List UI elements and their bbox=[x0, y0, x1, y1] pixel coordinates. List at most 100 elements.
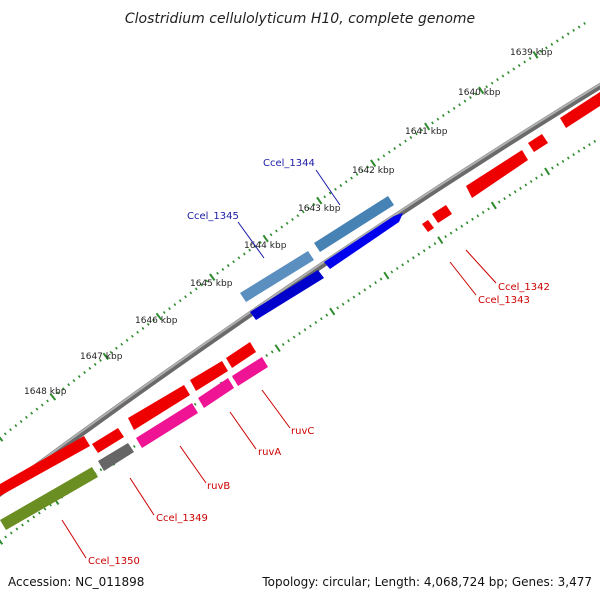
minor-tick bbox=[328, 191, 332, 195]
minor-tick bbox=[387, 150, 391, 154]
minor-tick bbox=[471, 217, 474, 221]
minor-tick bbox=[545, 46, 548, 50]
minor-tick bbox=[417, 252, 421, 256]
gene-label-ccel-1350[interactable]: Ccel_1350 bbox=[88, 556, 140, 567]
minor-tick bbox=[30, 411, 34, 415]
gene-label-ccel-1345[interactable]: Ccel_1345 bbox=[187, 211, 239, 222]
major-tick bbox=[478, 86, 485, 95]
major-tick bbox=[424, 122, 431, 131]
minor-tick bbox=[184, 295, 187, 299]
minor-tick bbox=[99, 468, 103, 472]
gene-arrow-ruvc[interactable] bbox=[232, 357, 268, 386]
gene-arrow-red-ruvc-upper[interactable] bbox=[226, 342, 256, 368]
gene-arrow-ccel-1342[interactable] bbox=[432, 205, 452, 223]
gene-arrow-blue-upper[interactable] bbox=[324, 213, 403, 269]
major-tick bbox=[490, 201, 497, 210]
tick-label-1645: 1645 kbp bbox=[190, 279, 233, 289]
minor-tick bbox=[43, 507, 47, 511]
gene-arrow-ccel-1343[interactable] bbox=[422, 220, 434, 232]
genome-backbone bbox=[0, 82, 600, 498]
gene-arrow-red-ruva-upper[interactable] bbox=[190, 361, 228, 391]
minor-tick bbox=[368, 284, 372, 288]
tick-label-1648: 1648 kbp bbox=[24, 387, 67, 397]
gene-arrow-red-long[interactable] bbox=[0, 436, 90, 496]
minor-tick bbox=[152, 318, 156, 322]
minor-tick bbox=[572, 28, 575, 32]
minor-tick bbox=[540, 173, 544, 177]
minor-tick bbox=[200, 283, 203, 287]
minor-tick bbox=[441, 114, 445, 118]
minor-tick bbox=[588, 143, 591, 147]
minor-tick bbox=[168, 307, 171, 311]
minor-tick bbox=[555, 39, 559, 43]
minor-tick bbox=[523, 60, 526, 64]
gene-label-ruvb[interactable]: ruvB bbox=[207, 481, 230, 492]
topology-text: Topology: circular; Length: 4,068,724 bp… bbox=[261, 575, 592, 589]
minor-tick bbox=[296, 214, 300, 218]
gene-label-ccel-1343[interactable]: Ccel_1343 bbox=[478, 295, 530, 306]
gene-label-ccel-1342[interactable]: Ccel_1342 bbox=[498, 282, 550, 293]
minor-tick bbox=[485, 85, 488, 89]
gene-arrow-ccel-1349[interactable] bbox=[98, 443, 134, 471]
minor-tick bbox=[72, 379, 76, 383]
forward-strand-genes bbox=[240, 196, 403, 320]
gene-arrow-ruva[interactable] bbox=[198, 378, 234, 408]
minor-tick bbox=[513, 190, 517, 194]
minor-tick bbox=[409, 135, 413, 139]
tick-label-1647: 1647 kbp bbox=[80, 352, 123, 362]
gene-arrow-ruvb[interactable] bbox=[136, 403, 198, 448]
gene-arrow-ccel-1345[interactable] bbox=[240, 251, 314, 302]
minor-tick bbox=[205, 279, 209, 283]
gene-arrow-red-right-2[interactable] bbox=[466, 150, 528, 198]
minor-tick bbox=[314, 320, 318, 324]
minor-tick bbox=[298, 331, 301, 335]
minor-tick bbox=[561, 35, 565, 39]
major-tick bbox=[532, 50, 539, 59]
minor-tick bbox=[501, 74, 505, 78]
minor-tick bbox=[550, 42, 554, 46]
gene-arrow-red-ruvb-upper[interactable] bbox=[128, 385, 190, 430]
minor-tick bbox=[556, 163, 560, 167]
minor-tick bbox=[463, 99, 467, 103]
gene-arrow-blue-lower[interactable] bbox=[250, 270, 324, 320]
minor-tick bbox=[344, 180, 348, 184]
gene-label-ccel-1349[interactable]: Ccel_1349 bbox=[156, 513, 208, 524]
gene-arrow-ccel-1344[interactable] bbox=[314, 196, 394, 252]
minor-tick bbox=[14, 424, 18, 428]
minor-tick bbox=[374, 281, 377, 285]
gene-label-ruvc[interactable]: ruvC bbox=[291, 426, 314, 437]
minor-tick bbox=[132, 444, 136, 448]
gene-label-ruva[interactable]: ruvA bbox=[258, 447, 281, 458]
minor-tick bbox=[503, 197, 506, 201]
gene-label-ccel-1344[interactable]: Ccel_1344 bbox=[263, 158, 315, 169]
gene-arrow-red-right-1[interactable] bbox=[528, 134, 548, 152]
minor-tick bbox=[258, 240, 262, 244]
tick-label-1642: 1642 kbp bbox=[352, 166, 395, 176]
gene-arrow-red-small[interactable] bbox=[92, 428, 124, 453]
minor-tick bbox=[303, 328, 307, 332]
minor-tick bbox=[401, 263, 404, 267]
outer-tick-track bbox=[0, 21, 586, 442]
minor-tick bbox=[377, 158, 380, 161]
gene-arrow-red-far-right[interactable] bbox=[560, 92, 600, 128]
minor-tick bbox=[529, 180, 533, 184]
minor-tick bbox=[173, 303, 177, 307]
minor-tick bbox=[237, 256, 241, 260]
minor-tick bbox=[474, 92, 478, 96]
minor-tick bbox=[312, 202, 316, 206]
minor-tick bbox=[285, 221, 289, 225]
minor-tick bbox=[539, 49, 543, 53]
tick-label-1646: 1646 kbp bbox=[135, 316, 178, 326]
minor-tick bbox=[141, 326, 145, 330]
minor-tick bbox=[355, 172, 359, 176]
tick-label-1643: 1643 kbp bbox=[298, 204, 341, 214]
minor-tick bbox=[334, 187, 337, 191]
major-tick bbox=[0, 539, 4, 545]
gene-arrow-ccel-1350[interactable] bbox=[0, 467, 98, 530]
minor-tick bbox=[193, 402, 197, 406]
minor-tick bbox=[507, 71, 510, 75]
minor-tick bbox=[77, 375, 81, 378]
minor-tick bbox=[452, 106, 456, 110]
gene-labels: Ccel_1344 Ccel_1345 Ccel_1342 Ccel_1343 … bbox=[88, 158, 550, 567]
